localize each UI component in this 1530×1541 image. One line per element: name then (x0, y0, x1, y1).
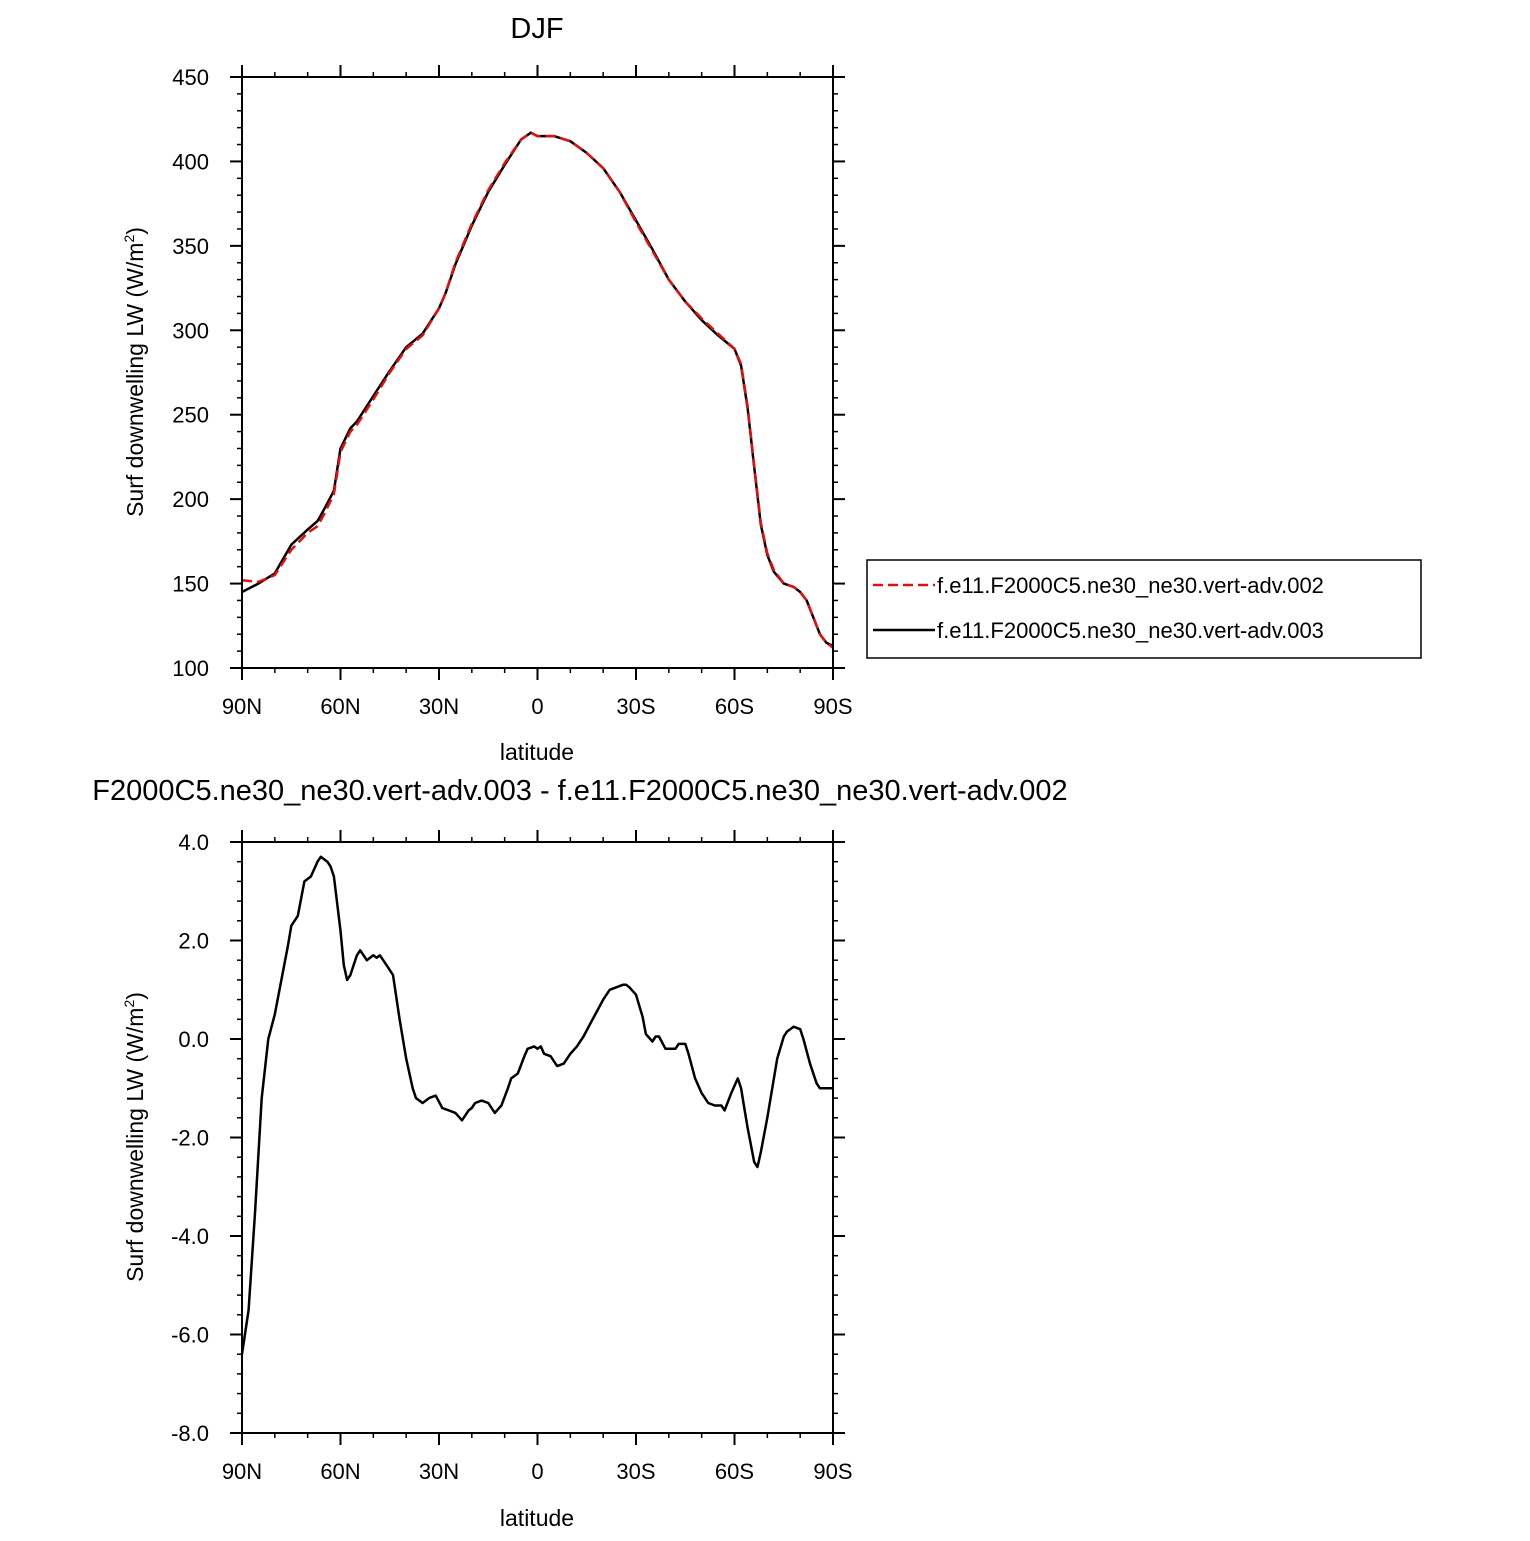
top-chart-series (241, 131, 834, 649)
top-chart-y-tick-label: 400 (172, 149, 209, 174)
top-chart-x-axis-label: latitude (500, 739, 574, 765)
top-chart-y-tick-label: 250 (172, 403, 209, 428)
bottom-chart: F2000C5.ne30_ne30.vert-adv.003 - f.e11.F… (92, 775, 1067, 1531)
bottom-chart-y-tick-label: -8.0 (171, 1421, 209, 1446)
bottom-chart-x-tick-label: 90N (222, 1459, 262, 1484)
bottom-chart-series (240, 855, 833, 1355)
bottom-chart-y-axis-label-close: ) (122, 992, 148, 1000)
bottom-chart-series-line-1 (240, 855, 833, 1355)
bottom-chart-y-axis-label: Surf downwelling LW (W/m2) (121, 992, 148, 1282)
top-chart-axes (230, 65, 845, 680)
top-chart-x-tick-label: 30N (419, 694, 459, 719)
top-chart-legend: f.e11.F2000C5.ne30_ne30.vert-adv.002 f.e… (866, 559, 1422, 659)
bottom-chart-axes (230, 830, 845, 1445)
legend-box (866, 559, 1422, 659)
bottom-chart-plot-frame (241, 841, 834, 1434)
top-chart-x-tick-label: 0 (531, 694, 543, 719)
top-chart-y-tick-label: 350 (172, 234, 209, 259)
top-chart-y-tick-labels: 100 150 200 250 300 350 400 450 (172, 65, 209, 681)
bottom-chart-y-axis-label-sup: 2 (121, 1000, 137, 1008)
bottom-chart-x-tick-label: 60N (320, 1459, 360, 1484)
bottom-chart-x-tick-label: 60S (715, 1459, 754, 1484)
bottom-chart-y-tick-label: 4.0 (178, 830, 209, 855)
bottom-chart-x-tick-label: 90S (813, 1459, 852, 1484)
bottom-chart-x-tick-label: 30N (419, 1459, 459, 1484)
top-chart-y-axis-label: Surf downwelling LW (W/m2) (121, 227, 148, 517)
top-chart-y-tick-label: 150 (172, 572, 209, 597)
top-chart-x-tick-label: 90S (813, 694, 852, 719)
top-chart-y-tick-label: 300 (172, 318, 209, 343)
top-chart-y-tick-label: 100 (172, 656, 209, 681)
bottom-chart-y-tick-labels: 4.0 2.0 0.0 -2.0 -4.0 -6.0 -8.0 (171, 830, 209, 1446)
bottom-chart-y-tick-label: -2.0 (171, 1126, 209, 1151)
legend-label-series-1: f.e11.F2000C5.ne30_ne30.vert-adv.002 (937, 573, 1324, 598)
top-chart-x-tick-label: 90N (222, 694, 262, 719)
top-chart-x-tick-label: 60N (320, 694, 360, 719)
top-chart-title: DJF (510, 13, 563, 45)
legend-label-series-2: f.e11.F2000C5.ne30_ne30.vert-adv.003 (937, 618, 1324, 643)
bottom-chart-x-tick-label: 30S (616, 1459, 655, 1484)
bottom-chart-y-tick-label: -6.0 (171, 1323, 209, 1348)
top-chart-plot-frame (241, 76, 834, 669)
top-chart-y-axis-label-main: Surf downwelling LW (W/m (122, 243, 148, 517)
bottom-chart-y-tick-label: -4.0 (171, 1224, 209, 1249)
bottom-chart-y-tick-label: 0.0 (178, 1027, 209, 1052)
top-chart: DJF 90N 60N 30N 0 30S 60S 90S 100 150 200 250 300 3… (121, 13, 1422, 765)
bottom-chart-y-axis-label-main: Surf downwelling LW (W/m (122, 1008, 148, 1282)
top-chart-y-tick-label: 200 (172, 487, 209, 512)
top-chart-series-line-1 (241, 131, 834, 649)
top-chart-x-tick-label: 60S (715, 694, 754, 719)
top-chart-x-tick-labels: 90N 60N 30N 0 30S 60S 90S (222, 694, 853, 719)
bottom-chart-title: F2000C5.ne30_ne30.vert-adv.003 - f.e11.F… (92, 775, 1067, 807)
bottom-chart-x-tick-labels: 90N 60N 30N 0 30S 60S 90S (222, 1459, 853, 1484)
top-chart-x-tick-label: 30S (616, 694, 655, 719)
top-chart-y-axis-label-sup: 2 (121, 235, 137, 243)
top-chart-y-tick-label: 450 (172, 65, 209, 90)
bottom-chart-y-tick-label: 2.0 (178, 929, 209, 954)
bottom-chart-x-axis-label: latitude (500, 1505, 574, 1531)
bottom-chart-x-tick-label: 0 (531, 1459, 543, 1484)
top-chart-y-axis-label-close: ) (122, 227, 148, 235)
